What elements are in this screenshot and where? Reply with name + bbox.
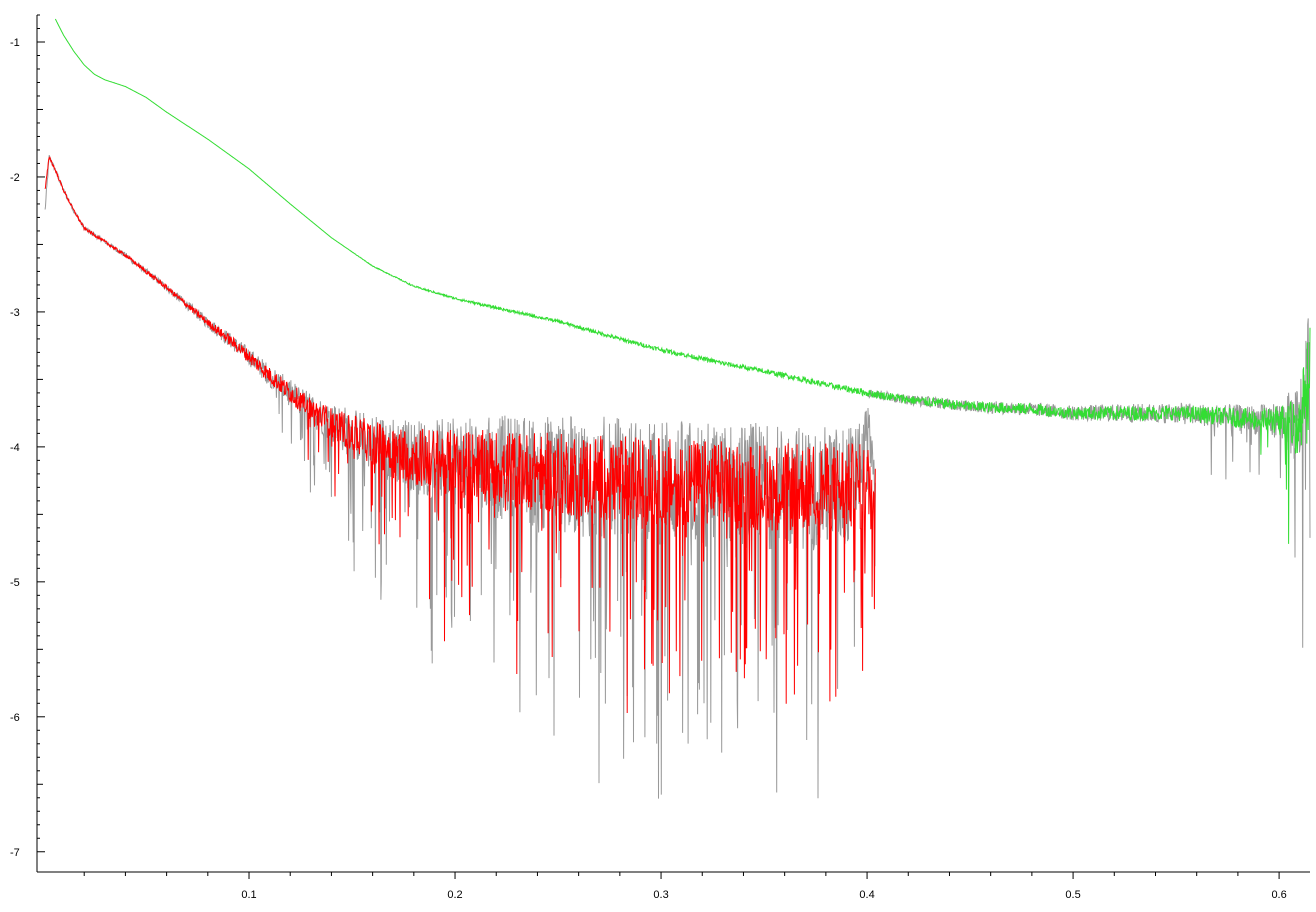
- axes-layer: 0.1 0.2 0.3 0.4 0.5 0.6 -1 -2 -3 -4 -5 -6 -7: [10, 14, 1310, 901]
- series-layer: [44, 18, 1311, 799]
- x-tick-label: 0.2: [447, 889, 462, 901]
- x-tick-label: 0.3: [653, 889, 668, 901]
- series-line-3: [54, 18, 1311, 544]
- x-tick-label: 0.1: [241, 889, 256, 901]
- series-line-2: [866, 318, 1311, 648]
- y-tick-label: -4: [10, 442, 20, 454]
- y-tick-label: -1: [10, 37, 20, 49]
- y-tick-label: -6: [10, 712, 20, 724]
- x-tick-label: 0.6: [1271, 889, 1286, 901]
- x-tick-label: 0.5: [1065, 889, 1080, 901]
- x-tick-label: 0.4: [859, 889, 874, 901]
- y-tick-label: -2: [10, 172, 20, 184]
- y-tick-label: -5: [10, 577, 20, 589]
- y-tick-label: -7: [10, 847, 20, 859]
- y-tick-label: -3: [10, 307, 20, 319]
- series-line-1: [44, 156, 876, 714]
